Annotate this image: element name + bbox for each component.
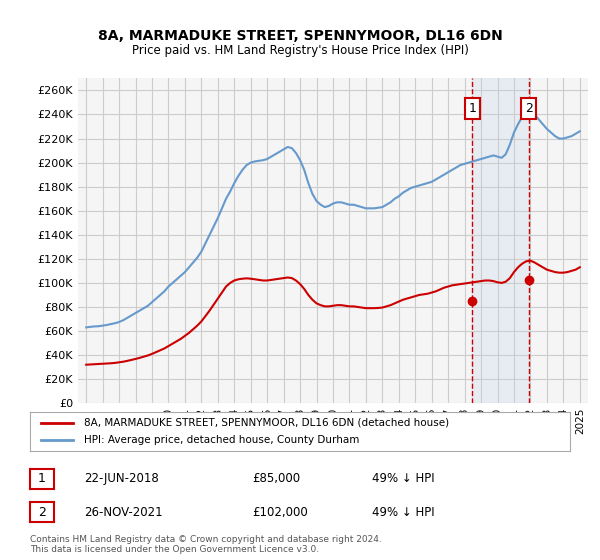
Text: £85,000: £85,000 (252, 472, 300, 486)
Text: 26-NOV-2021: 26-NOV-2021 (84, 506, 163, 519)
Text: 8A, MARMADUKE STREET, SPENNYMOOR, DL16 6DN: 8A, MARMADUKE STREET, SPENNYMOOR, DL16 6… (98, 29, 502, 44)
Text: 1: 1 (469, 102, 476, 115)
Text: £102,000: £102,000 (252, 506, 308, 519)
Text: 8A, MARMADUKE STREET, SPENNYMOOR, DL16 6DN (detached house): 8A, MARMADUKE STREET, SPENNYMOOR, DL16 6… (84, 418, 449, 428)
Text: HPI: Average price, detached house, County Durham: HPI: Average price, detached house, Coun… (84, 435, 359, 445)
Text: 1: 1 (38, 472, 46, 486)
Text: 49% ↓ HPI: 49% ↓ HPI (372, 472, 434, 486)
Text: 22-JUN-2018: 22-JUN-2018 (84, 472, 159, 486)
Text: Contains HM Land Registry data © Crown copyright and database right 2024.
This d: Contains HM Land Registry data © Crown c… (30, 535, 382, 554)
Text: 2: 2 (38, 506, 46, 519)
Text: Price paid vs. HM Land Registry's House Price Index (HPI): Price paid vs. HM Land Registry's House … (131, 44, 469, 57)
Bar (472, 78, 529, 403)
Text: 49% ↓ HPI: 49% ↓ HPI (372, 506, 434, 519)
Text: 2: 2 (525, 102, 533, 115)
